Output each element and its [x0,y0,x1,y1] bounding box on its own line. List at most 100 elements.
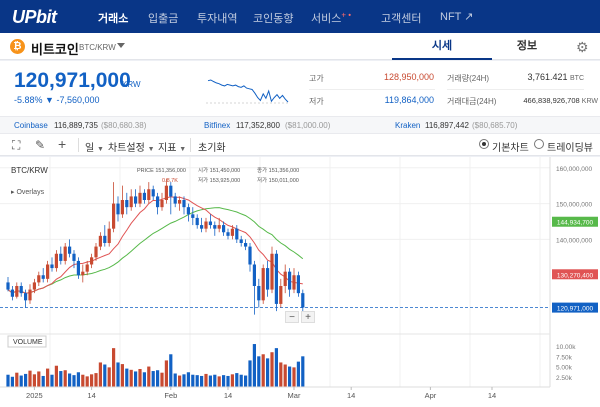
candle-body [147,189,151,200]
volume-bar [28,370,32,387]
volume-bar [252,344,256,387]
gear-icon[interactable]: ⚙ [576,39,589,55]
candle-body [288,271,292,290]
nav-item-services[interactable]: 서비스+ • [311,10,351,26]
volume-bar [160,372,164,387]
ohlc-price: PRICE 151,356,000 [137,168,186,174]
exchange-coinbase-usd: ($80,680.38) [101,121,147,130]
candle-body [257,286,261,301]
high-label: 고가 [309,74,324,83]
candle-body [222,225,226,233]
chevron-down-icon[interactable] [117,43,125,48]
candle-body [103,235,107,243]
candle-body [138,192,142,204]
exchange-bitfinex-krw: 117,352,800 [236,121,280,130]
exchange-bitfinex-name[interactable]: Bitfinex [204,121,231,130]
candle-body [107,228,111,243]
nav-item-nft[interactable]: NFT ↗ [440,11,474,23]
volume-label: 거래량(24H) [447,74,490,83]
candle-body [252,264,256,286]
candle-body [186,207,190,215]
change-rate: -5.88% [14,95,43,105]
nav-item-services-label: 서비스 [311,13,342,25]
volume-bar [129,369,133,387]
candle-body [195,217,199,226]
pencil-icon[interactable]: ✎ [35,138,46,152]
chart-canvas[interactable]: 160,000,000 150,000,000 140,000,000 144,934… [0,157,600,407]
candle-body [72,253,76,261]
nav-item-exchange[interactable]: 거래소 [98,13,129,25]
sparkline-line [207,79,289,103]
volume-bar [213,374,217,387]
tab-info[interactable]: 정보 [516,40,538,52]
reset-button[interactable]: 초기화 [198,143,226,154]
candle-body [24,293,28,301]
volume-bar [19,375,23,387]
tradingview-label[interactable]: 트레이딩뷰 [547,143,593,154]
coin-name[interactable]: 비트코인 [31,42,79,57]
volume-label: VOLUME [13,339,43,346]
volume-bar [134,371,138,387]
crosshair-icon[interactable]: + [58,136,67,152]
price-change: -5.88% ▼ -7,560,000 [14,95,100,105]
volume-bar [6,374,10,387]
candle-body [10,289,14,297]
nav-item-support[interactable]: 고객센터 [381,13,422,25]
tab-price[interactable]: 시세 [392,33,492,60]
exchange-coinbase-name[interactable]: Coinbase [14,121,48,130]
x-tick-label: 14 [347,391,355,400]
indicator-label: 지표 [158,143,177,154]
candlestick-chart[interactable]: 160,000,000 150,000,000 140,000,000 144,934… [0,157,600,407]
volume-bar [200,375,204,387]
volume-bar [120,364,124,387]
indicator-menu[interactable]: 지표 ▼ [158,139,186,154]
nav-item-investments[interactable]: 투자내역 [197,13,238,25]
exchange-kraken-name[interactable]: Kraken [395,121,421,130]
tradingview-radio[interactable] [534,139,544,149]
price-panel: 120,971,000 KRW -5.88% ▼ -7,560,000 고가 1… [0,61,600,116]
chart-pair-label: BTC/KRW [11,166,48,175]
volume-bar [32,374,36,387]
candle-body [32,282,36,290]
zoom-in-button[interactable]: + [301,311,315,323]
x-tick-label: 14 [224,391,232,400]
chart-settings-label: 차트설정 [108,143,145,154]
amount-unit: KRW [581,98,598,105]
volume-bar [37,371,41,387]
volume-bar [301,356,305,387]
moving-average-long [7,207,304,294]
nav-item-coin-trends[interactable]: 코인동향 [253,13,294,25]
candle-body [19,286,23,294]
interval-select[interactable]: 일 ▼ [85,139,104,154]
nav-item-deposit[interactable]: 입출금 [148,13,179,25]
exchange-kraken-usd: ($80,685.70) [472,121,518,130]
price-tag-label: 130,270,400 [557,272,594,279]
basic-chart-radio[interactable] [479,139,489,149]
price-tag [552,302,598,313]
volume-bar [173,373,177,387]
zoom-out-button[interactable]: − [285,311,299,323]
candle-body [134,196,138,204]
coin-header: ₿ 비트코인 BTC/KRW 시세 정보 ⚙ [0,33,600,60]
toolbar-separator [190,138,191,152]
volume-bar [230,374,234,387]
basic-chart-label[interactable]: 기본차트 [492,143,529,154]
volume-bar [270,352,274,387]
price-tag-label: 120,971,000 [557,306,594,313]
candle-body [292,275,296,290]
interval-label: 일 [85,143,95,154]
chart-settings-menu[interactable]: 차트설정 ▼ [108,139,155,154]
volume-tick-label: 10.00k [556,344,576,351]
amount-value: 466,838,926,708 KRW [488,96,598,105]
candle-body [156,196,160,208]
volume-bar [85,376,89,387]
upbit-logo[interactable]: UPbit [12,7,57,27]
x-tick-label: Feb [164,391,177,400]
x-tick-label: 2025 [26,391,43,400]
candle-body [76,260,80,276]
low-value: 119,864,000 [384,95,434,105]
fullscreen-icon[interactable]: ⛶ [12,138,21,152]
volume-tick-label: 2.50k [556,375,573,382]
candle-body [266,268,270,290]
volume-bar [68,373,72,387]
